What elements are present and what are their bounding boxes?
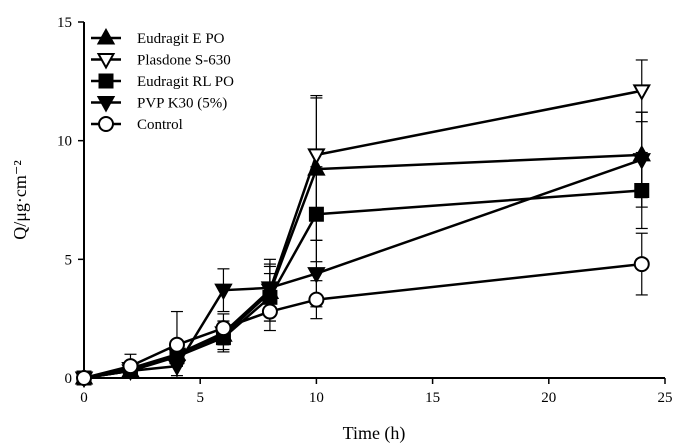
series-line-3 [83,158,643,380]
x-tick-label: 5 [196,390,204,406]
data-point-series-1 [632,84,651,101]
series-line-1 [83,89,643,380]
x-axis-title: Time (h) [343,423,406,443]
data-point-series-3 [214,283,233,301]
series-layer [74,59,651,389]
y-tick-label: 0 [65,371,73,387]
legend-marker [96,27,116,45]
data-point-series-3 [632,153,651,170]
legend-marker [96,96,116,113]
data-point-series-3 [167,359,187,377]
data-point-series-2 [308,206,324,222]
y-tick-label: 10 [57,134,72,150]
legend-label: Control [137,117,183,133]
legend-label: Eudragit E PO [137,31,225,47]
data-point-series-1 [307,148,326,165]
legend-label: Plasdone S-630 [137,53,231,69]
legend: Eudragit E PO Plasdone S-630 Eudragit RL P… [91,27,234,133]
data-point-series-4 [76,370,92,386]
data-point-series-4 [168,336,185,353]
data-point-series-4 [633,256,650,273]
y-axis-title: Q/μg·cm⁻² [10,160,30,240]
data-point-series-4 [122,358,139,375]
legend-marker [98,116,114,132]
series-line-4 [83,262,642,380]
x-tick-label: 0 [80,390,88,406]
data-point-series-3 [260,281,280,298]
series-markers [74,84,651,389]
x-tick-label: 20 [541,390,556,406]
legend-label: Eudragit RL PO [137,74,234,90]
legend-marker [96,53,116,70]
y-tick-label: 15 [57,15,72,31]
legend-marker [98,73,114,89]
x-tick-label: 15 [425,390,440,406]
x-tick-label: 25 [658,390,673,406]
y-tick-label: 5 [65,252,73,268]
data-point-series-3 [307,267,326,284]
x-tick-label: 10 [309,390,324,406]
data-point-series-4 [308,291,325,308]
legend-label: PVP K30 (5%) [137,96,227,112]
data-point-series-4 [215,320,232,337]
data-point-series-0 [307,159,326,176]
series-lines [83,89,643,380]
data-point-series-4 [261,303,278,320]
data-point-series-2 [634,183,650,199]
ticks: 0 5 10 15 20 25 0 5 10 15 [57,15,673,406]
